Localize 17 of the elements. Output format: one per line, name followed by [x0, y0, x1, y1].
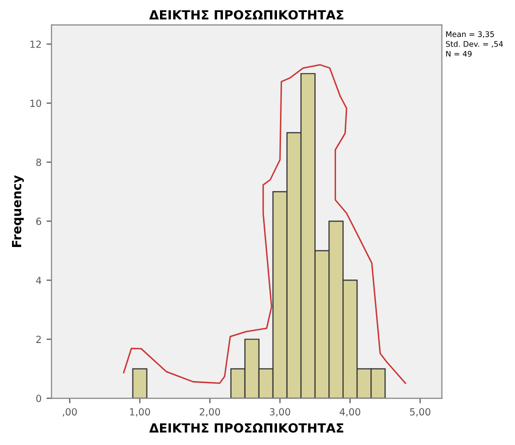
y-axis-title: Frequency [12, 175, 24, 248]
y-tick-label: 4 [36, 276, 42, 284]
x-axis-title: ΔΕΙΚΤΗΣ ΠΡΟΣΩΠΙΚΟΤΗΤΑΣ [149, 423, 344, 433]
x-tick-label: 4,00 [340, 408, 360, 417]
y-tick-label: 12 [30, 40, 41, 48]
y-tick-label: 6 [36, 218, 42, 226]
x-tick-label: 2,00 [200, 408, 220, 417]
y-tick-label: 2 [36, 336, 41, 343]
x-tick-label: 1,00 [130, 408, 150, 417]
x-tick-label: 3,00 [270, 408, 290, 417]
x-tick-label: ,00 [62, 408, 77, 417]
x-tick-label: 5,00 [410, 408, 430, 417]
y-tick-label: 8 [36, 158, 42, 166]
y-tick-label: 10 [30, 100, 42, 107]
line-series [122, 64, 406, 384]
y-tick-label: 0 [36, 394, 42, 402]
chart-title: ΔΕΙΚΤΗΣ ΠΡΟΣΩΠΙΚΟΤΗΤΑΣ [149, 10, 344, 20]
